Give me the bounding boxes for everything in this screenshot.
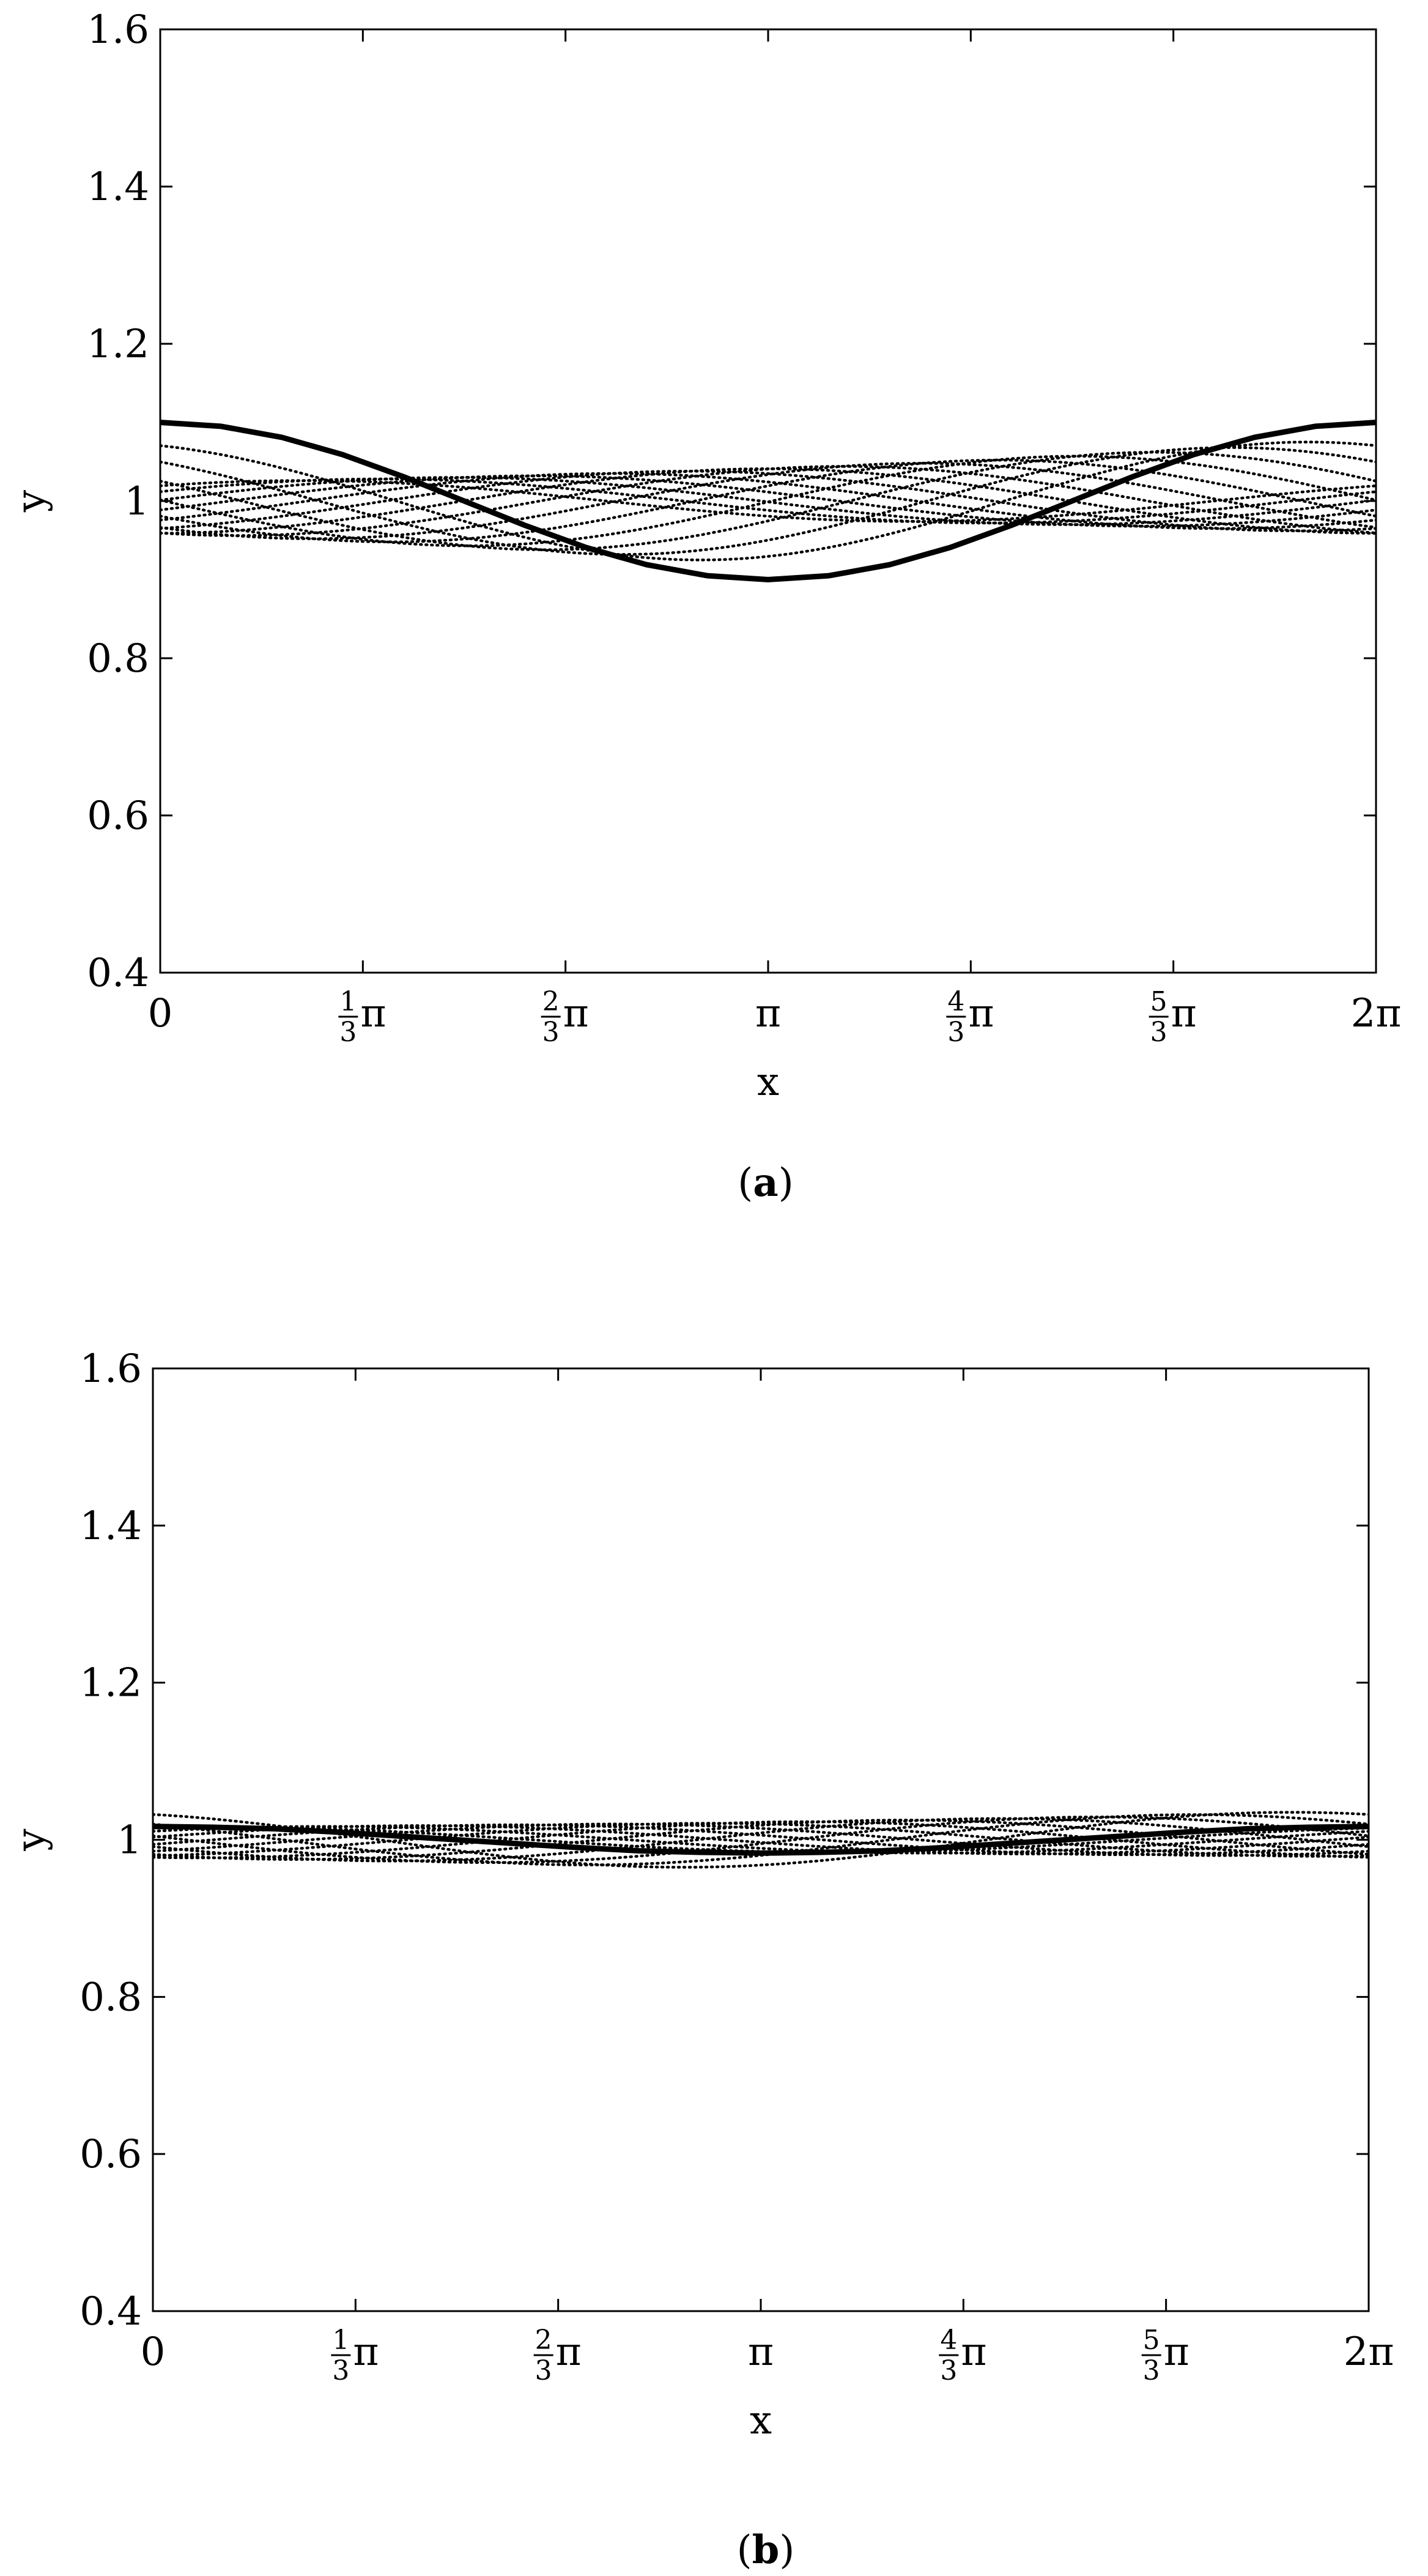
chart-b-ytick-label: 1.4 <box>80 1504 142 1549</box>
chart-b-xtick-num: 4 <box>940 2325 957 2356</box>
chart-b-xtick-text: 2π <box>1344 2329 1394 2375</box>
chart-b-frame <box>152 1367 1370 2312</box>
chart-a-dotted-curve-8 <box>160 467 1376 535</box>
chart-a-dotted-curve-6 <box>160 462 1376 540</box>
chart-a-ytick-label: 1 <box>124 479 149 524</box>
chart-a-ytick-label: 1.6 <box>87 7 149 53</box>
chart-b-solid-curve <box>153 1824 1369 1856</box>
chart-b-xtick-text: 0 <box>141 2329 166 2375</box>
chart-a-xtick-label: 0 <box>148 991 173 1036</box>
caption-b: (b) <box>737 2527 795 2573</box>
chart-b-xtick-num: 2 <box>535 2325 552 2356</box>
chart-a-xtick-pi: π <box>360 991 386 1036</box>
chart-a-xtick-den: 3 <box>947 1017 964 1048</box>
chart-b-ytick-label: 1.6 <box>80 1346 142 1392</box>
chart-b-xtick-den: 3 <box>535 2355 552 2386</box>
caption-a: (a) <box>738 1160 793 1206</box>
chart-b-xtick-label: 23 π <box>533 2325 582 2386</box>
chart-panel-b: (b) 0.4 0.6 0.8 1 1.2 1.4 1.6 0 1 3 π 2 3 π π 4 3 π 5 3 π 2π x… <box>0 1288 1428 2575</box>
chart-a-xtick-text: 2π <box>1351 991 1402 1036</box>
chart-b-xtick-num: 5 <box>1143 2325 1160 2356</box>
chart-b-xtick-label: 13 π <box>331 2325 379 2386</box>
chart-b-xtick-num: 1 <box>332 2325 349 2356</box>
chart-panel-a: (a) 0.4 0.6 0.8 1 1.2 1.4 1.6 0 1 3 π 2 3 π π 4 3 π 5 3 π 2π x… <box>9 7 1402 1206</box>
chart-b-x-axis-title: x <box>750 2398 772 2443</box>
chart-a-xtick-num: 5 <box>1150 986 1167 1017</box>
chart-a-xtick-text: π <box>755 991 781 1036</box>
chart-a-ytick-label: 0.8 <box>87 636 149 681</box>
chart-a-xtick-num: 4 <box>947 986 964 1017</box>
chart-a-dotted-curve-11 <box>160 474 1376 528</box>
chart-a-xtick-pi: π <box>1171 991 1197 1036</box>
chart-b-dotted-curve-2 <box>153 1813 1369 1866</box>
chart-b-xtick-pi: π <box>961 2329 986 2375</box>
chart-b-xtick-pi: π <box>1164 2329 1189 2375</box>
chart-a-ytick-label: 0.6 <box>87 793 149 839</box>
chart-b-xtick-den: 3 <box>332 2355 349 2386</box>
chart-b-xtick-label: π <box>748 2329 774 2375</box>
chart-a-dotted-curve-1 <box>160 440 1376 562</box>
chart-b-svg: (b) 0.40.60.811.21.41.60 13 π 23 π π 43 π 53 π 2πx… <box>9 1346 1394 2573</box>
chart-b-ytick-label: 1 <box>117 1818 142 1863</box>
chart-a-ytick-label: 1.2 <box>87 322 149 367</box>
chart-b-dotted-curve-12 <box>153 1825 1369 1854</box>
chart-b-ytick-label: 0.4 <box>80 2289 142 2334</box>
chart-a-xtick-den: 3 <box>542 1017 560 1048</box>
chart-a-dotted-curve-10 <box>160 472 1376 530</box>
chart-a-ytick-label: 0.4 <box>87 951 149 996</box>
chart-a-dotted-curve-14 <box>160 479 1376 523</box>
chart-b-xtick-label: 0 <box>141 2329 166 2375</box>
chart-b-plot-area <box>153 1811 1369 1869</box>
chart-b-xtick-label: 53 π <box>1141 2325 1189 2386</box>
chart-a-xtick-num: 1 <box>339 986 357 1017</box>
chart-a-solid-curve <box>160 420 1376 582</box>
chart-b-xtick-label: 2π <box>1344 2329 1394 2375</box>
chart-a-xtick-label: 23 π <box>541 986 589 1048</box>
chart-a-dotted-curve-5 <box>160 458 1376 544</box>
chart-a-xtick-label: π <box>755 991 781 1036</box>
chart-b-dotted-curve-3 <box>153 1816 1369 1864</box>
chart-a-dotted-curve-13 <box>160 477 1376 525</box>
chart-a-xtick-den: 3 <box>339 1017 357 1048</box>
chart-a-xtick-label: 2π <box>1351 991 1402 1036</box>
chart-a-xtick-label: 13 π <box>338 986 386 1048</box>
chart-b-xtick-pi: π <box>556 2329 582 2375</box>
chart-b-xtick-text: π <box>748 2329 774 2375</box>
chart-b-ytick-label: 1.2 <box>80 1661 142 1706</box>
chart-b-xtick-pi: π <box>353 2329 379 2375</box>
chart-b-dotted-curve-6 <box>153 1820 1369 1860</box>
chart-a-dotted-curve-2 <box>160 446 1376 556</box>
chart-b-xtick-den: 3 <box>940 2355 957 2386</box>
chart-a-xtick-label: 53 π <box>1149 986 1197 1048</box>
chart-a-svg: (a) 0.40.60.811.21.41.60 13 π 23 π π 43 π 53 π 2πx… <box>9 7 1402 1206</box>
chart-a-plot-area <box>160 420 1376 582</box>
chart-a-xtick-num: 2 <box>542 986 560 1017</box>
chart-a-xtick-pi: π <box>563 991 589 1036</box>
chart-a-xtick-pi: π <box>968 991 994 1036</box>
chart-a-y-axis-title: y <box>9 490 54 513</box>
chart-b-dotted-curve-4 <box>153 1817 1369 1863</box>
chart-a-xtick-den: 3 <box>1150 1017 1167 1048</box>
chart-b-dotted-curve-5 <box>153 1819 1369 1861</box>
chart-a-xtick-label: 43 π <box>946 986 994 1048</box>
chart-a-ytick-label: 1.4 <box>87 165 149 210</box>
chart-b-dotted-curve-11 <box>153 1825 1369 1855</box>
chart-b-y-axis-title: y <box>9 1828 54 1851</box>
chart-b-xtick-den: 3 <box>1143 2355 1160 2386</box>
chart-b-ytick-label: 0.6 <box>80 2132 142 2177</box>
chart-b-ytick-label: 0.8 <box>80 1975 142 2020</box>
chart-a-x-axis-title: x <box>757 1060 779 1105</box>
chart-a-dotted-curve-3 <box>160 451 1376 551</box>
chart-a-xtick-text: 0 <box>148 991 173 1036</box>
chart-b-xtick-label: 43 π <box>939 2325 986 2386</box>
